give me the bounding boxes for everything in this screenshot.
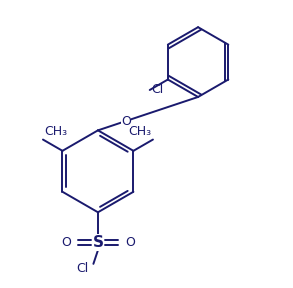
Text: Cl: Cl: [76, 262, 89, 275]
Text: CH₃: CH₃: [45, 125, 68, 138]
Text: O: O: [121, 115, 131, 128]
Text: S: S: [93, 235, 103, 250]
Text: O: O: [125, 236, 135, 249]
Text: O: O: [61, 236, 71, 249]
Text: Cl: Cl: [151, 84, 163, 96]
Text: CH₃: CH₃: [128, 125, 151, 138]
